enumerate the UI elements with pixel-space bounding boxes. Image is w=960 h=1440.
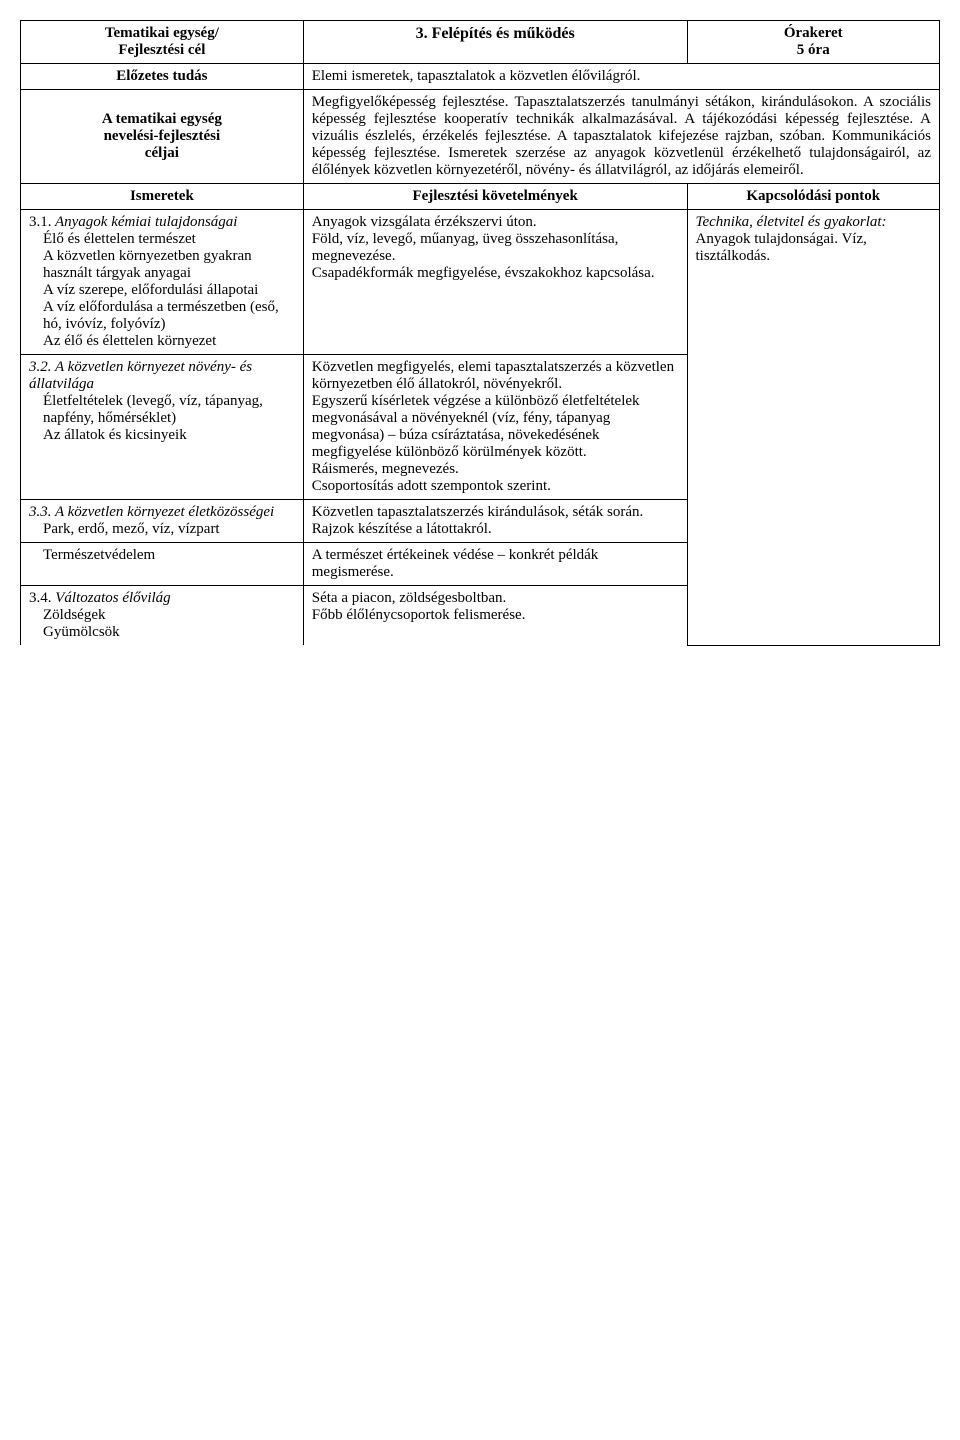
document-page: Tematikai egység/ Fejlesztési cél 3. Fel… [20, 20, 940, 646]
tv-left-text: Természetvédelem [29, 547, 155, 564]
r33-num: 3.3. [29, 504, 52, 520]
r32-left: 3.2. A közvetlen környezet növény- és ál… [21, 355, 304, 500]
celok-text: Megfigyelőképesség fejlesztése. Tapaszta… [303, 90, 939, 184]
r31-l5: Az élő és élettelen környezet [29, 333, 216, 350]
r33-title: A közvetlen környezet életközösségei [52, 504, 275, 520]
celok-label-l2: nevelési-fejlesztési [29, 128, 295, 145]
r33-left: 3.3. A közvetlen környezet életközössége… [21, 500, 304, 543]
r31-mid-p1: Anyagok vizsgálata érzékszervi úton. [312, 214, 679, 231]
r32-l1: Életfeltételek (levegő, víz, tápanyag, n… [29, 393, 295, 427]
r32-num: 3.2. [29, 359, 52, 375]
r33-mid-p1: Közvetlen tapasztalatszerzés kiránduláso… [312, 504, 679, 521]
kapcsolodasi-cell: Technika, életvitel és gyakorlat: Anyago… [687, 210, 940, 646]
r31-right-italic: Technika, életvitel és gyakorlat: [696, 214, 887, 230]
r31-l4: A víz előfordulása a természetben (eső, … [29, 299, 295, 333]
r34-l1: Zöldségek [29, 607, 105, 624]
r31-l1: Élő és élettelen természet [29, 231, 196, 248]
r34-mid-p2: Főbb élőlénycsoportok felismerése. [312, 607, 679, 624]
r31-title: Anyagok [52, 214, 112, 230]
r31-l2: A közvetlen környezetben gyakran használ… [29, 248, 295, 282]
r33-mid: Közvetlen tapasztalatszerzés kiránduláso… [303, 500, 687, 543]
tv-left: Természetvédelem [21, 543, 304, 586]
r32-mid: Közvetlen megfigyelés, elemi tapasztalat… [303, 355, 687, 500]
r32-mid-p2: Egyszerű kísérletek végzése a különböző … [312, 393, 679, 461]
r31-mid: Anyagok vizsgálata érzékszervi úton. Föl… [303, 210, 687, 355]
r31-l3: A víz szerepe, előfordulási állapotai [29, 282, 258, 299]
header-col3-line2: 5 óra [696, 42, 932, 59]
subheader-c1: Ismeretek [21, 184, 304, 210]
subheader-row: Ismeretek Fejlesztési követelmények Kapc… [21, 184, 940, 210]
r32-mid-p4: Csoportosítás adott szempontok szerint. [312, 478, 679, 495]
celok-label-l1: A tematikai egység [29, 111, 295, 128]
elozetes-label: Előzetes tudás [21, 64, 304, 90]
curriculum-table: Tematikai egység/ Fejlesztési cél 3. Fel… [20, 20, 940, 646]
r34-num: 3.4. [29, 590, 52, 606]
header-col1: Tematikai egység/ Fejlesztési cél [21, 21, 304, 64]
r32-title: A közvetlen környezet növény- és állatvi… [29, 359, 252, 392]
header-col3: Órakeret 5 óra [687, 21, 940, 64]
r33-l1: Park, erdő, mező, víz, vízpart [29, 521, 220, 538]
header-col1-line1: Tematikai egység/ [29, 25, 295, 42]
subheader-c2: Fejlesztési követelmények [303, 184, 687, 210]
celok-label: A tematikai egység nevelési-fejlesztési … [21, 90, 304, 184]
r32-mid-p3: Ráismerés, megnevezés. [312, 461, 679, 478]
tv-mid: A természet értékeinek védése – konkrét … [303, 543, 687, 586]
r31-num: 3.1. [29, 214, 52, 230]
r34-mid: Séta a piacon, zöldségesboltban. Főbb él… [303, 586, 687, 646]
r31-title2: kémiai tulajdonságai [111, 214, 237, 230]
r34-mid-p1: Séta a piacon, zöldségesboltban. [312, 590, 679, 607]
r31-left: 3.1. Anyagok kémiai tulajdonságai Élő és… [21, 210, 304, 355]
header-col3-line1: Órakeret [696, 25, 932, 42]
r31-right-rest: Anyagok tulajdonságai. Víz, tisztálkodás… [696, 231, 867, 264]
row-3-1: 3.1. Anyagok kémiai tulajdonságai Élő és… [21, 210, 940, 355]
r34-title: Változatos élővilág [52, 590, 171, 606]
subheader-c3: Kapcsolódási pontok [687, 184, 940, 210]
header-row: Tematikai egység/ Fejlesztési cél 3. Fel… [21, 21, 940, 64]
row-elozetes: Előzetes tudás Elemi ismeretek, tapaszta… [21, 64, 940, 90]
r32-mid-p1: Közvetlen megfigyelés, elemi tapasztalat… [312, 359, 679, 393]
elozetes-text: Elemi ismeretek, tapasztalatok a közvetl… [303, 64, 939, 90]
header-col1-line2: Fejlesztési cél [29, 42, 295, 59]
r31-mid-p3: Csapadékformák megfigyelése, évszakokhoz… [312, 265, 679, 282]
header-title: 3. Felépítés és működés [303, 21, 687, 64]
r31-mid-p2: Föld, víz, levegő, műanyag, üveg összeha… [312, 231, 679, 265]
r33-mid-p2: Rajzok készítése a látottakról. [312, 521, 679, 538]
row-celok: A tematikai egység nevelési-fejlesztési … [21, 90, 940, 184]
celok-label-l3: céljai [29, 145, 295, 162]
r34-l2: Gyümölcsök [29, 624, 120, 641]
r34-left: 3.4. Változatos élővilág Zöldségek Gyümö… [21, 586, 304, 646]
r32-l2: Az állatok és kicsinyeik [29, 427, 187, 444]
